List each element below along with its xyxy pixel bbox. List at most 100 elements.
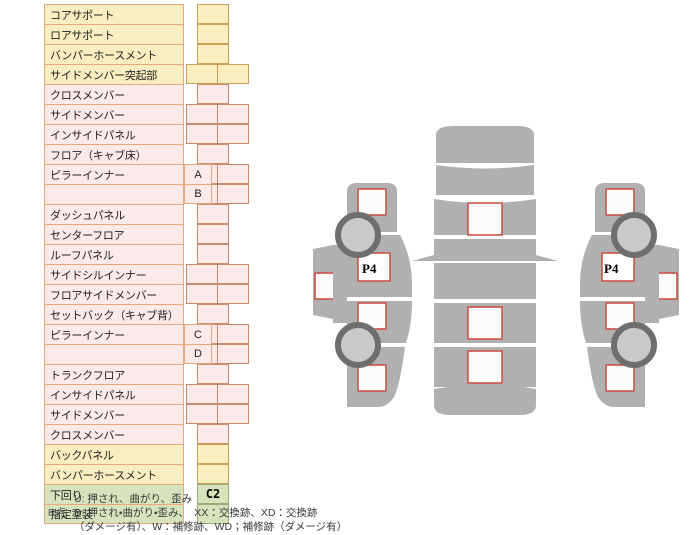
panel-cell[interactable]: [197, 224, 229, 244]
panel-cell-row: [186, 204, 256, 224]
inspect-box-rf-fender: [605, 188, 635, 216]
panel-row: バンパーホースメント: [44, 464, 184, 484]
panel-cell[interactable]: [217, 404, 249, 424]
inspect-box-rr-door: [605, 302, 635, 330]
legend-text-u: U: 押され、曲がり、歪み: [74, 493, 193, 505]
panel-cell-row: [186, 44, 256, 64]
panel-row: フロア（キャブ床）: [44, 144, 184, 164]
panel-row: コアサポート: [44, 4, 184, 24]
legend: - U: 押され、曲がり、歪み R点 D: 押され・曲がり・歪み、 XX：交換跡…: [22, 492, 347, 534]
panel-cell-row: [186, 24, 256, 44]
panel-cell[interactable]: [217, 344, 249, 364]
panel-row: バンパーホースメント: [44, 44, 184, 64]
panel-condition-table: コアサポート ロアサポート バンパーホースメント サイドメンバー突起部 クロスメンバーサ…: [44, 4, 184, 524]
panel-cell-row: C2: [186, 484, 256, 504]
panel-cell[interactable]: [197, 4, 229, 24]
panel-cell[interactable]: [186, 104, 218, 124]
panel-cell[interactable]: [197, 444, 229, 464]
panel-cell-row: [186, 264, 256, 284]
panel-cell[interactable]: [217, 384, 249, 404]
panel-cell-mark: C2: [205, 487, 221, 501]
panel-row-label: 指定塗装: [50, 509, 93, 521]
panel-row: サイドメンバー: [44, 404, 184, 424]
panel-cell[interactable]: [197, 84, 229, 104]
panel-row-label: フロアサイドメンバー: [50, 289, 157, 302]
panel-cell[interactable]: [217, 284, 249, 304]
panel-row: クロスメンバー: [44, 84, 184, 104]
panel-row: [44, 344, 184, 364]
panel-row-label: インサイドパネル: [50, 129, 136, 142]
panel-cell-row: [186, 4, 256, 24]
panel-cell[interactable]: [186, 284, 218, 304]
panel-cell-row: [186, 84, 256, 104]
inspect-box-trunk: [467, 350, 503, 384]
panel-cell-row: [186, 124, 256, 144]
legend-key-dash: -: [62, 493, 67, 505]
panel-cell[interactable]: [217, 64, 249, 84]
panel-row: フロアサイドメンバー: [44, 284, 184, 304]
panel-cell[interactable]: [217, 164, 249, 184]
panel-cell[interactable]: [186, 64, 218, 84]
panel-cell[interactable]: [197, 44, 229, 64]
panel-row-label: ピラーインナー: [50, 329, 125, 342]
panel-cell-row: [186, 384, 256, 404]
panel-cell[interactable]: [217, 124, 249, 144]
panel-cell[interactable]: [186, 124, 218, 144]
inspect-box-lf-fender: [357, 188, 387, 216]
panel-row: トランクフロア: [44, 364, 184, 384]
panel-cell[interactable]: [217, 104, 249, 124]
panel-cell[interactable]: [217, 264, 249, 284]
panel-row-label: インサイドパネル: [50, 389, 136, 402]
panel-row: サイドメンバー突起部: [44, 64, 184, 84]
panel-cell[interactable]: [197, 24, 229, 44]
left-p4-label: P4: [362, 261, 377, 276]
panel-cell[interactable]: [197, 464, 229, 484]
panel-cell-row: [186, 104, 256, 124]
panel-row: [44, 184, 184, 204]
panel-cell[interactable]: C2: [197, 484, 229, 504]
panel-cell[interactable]: [186, 264, 218, 284]
legend-line-2: R点 D: 押され・曲がり・歪み、 XX：交換跡、XD：交換跡: [22, 506, 347, 520]
panel-cell-row: [186, 284, 256, 304]
panel-row-label: サイドメンバー: [50, 409, 125, 422]
panel-row: インサイドパネル: [44, 384, 184, 404]
left-front-wheel: [335, 212, 381, 258]
panel-row: 指定塗装: [44, 504, 184, 524]
panel-row-label: バンパーホースメント: [50, 469, 157, 482]
right-mirror-arm: [645, 245, 659, 323]
panel-row: セットバック（キャブ背）: [44, 304, 184, 324]
panel-row-label: ダッシュパネル: [50, 209, 125, 222]
panel-cell[interactable]: [197, 144, 229, 164]
panel-row: ピラーインナー: [44, 164, 184, 184]
panel-cell[interactable]: [197, 304, 229, 324]
panel-row: 下回り: [44, 484, 184, 504]
panel-row-label: バックパネル: [50, 449, 114, 462]
panel-cell-row: [186, 364, 256, 384]
panel-cell[interactable]: [197, 204, 229, 224]
panel-row-label: セットバック（キャブ背）: [50, 309, 179, 322]
panel-cell-row: [186, 424, 256, 444]
panel-sub-label: A: [184, 164, 212, 184]
inspect-box-rr-quarter: [605, 364, 635, 392]
panel-row: ダッシュパネル: [44, 204, 184, 224]
right-side-body: [580, 183, 679, 407]
vehicle-panel-diagram: P4 P4: [300, 125, 692, 417]
panel-row-label: ルーフパネル: [50, 249, 114, 262]
panel-cell-row: [186, 404, 256, 424]
panel-cell[interactable]: [197, 504, 229, 524]
left-rear-wheel: [335, 322, 381, 368]
panel-cell[interactable]: [186, 384, 218, 404]
panel-sub-label: D: [184, 344, 212, 364]
panel-cell[interactable]: [197, 364, 229, 384]
panel-cell[interactable]: [186, 404, 218, 424]
panel-cell-row: [186, 64, 256, 84]
panel-row-label: トランクフロア: [50, 369, 125, 382]
panel-cell[interactable]: [197, 424, 229, 444]
inspect-box-rf-p4: [601, 252, 635, 282]
panel-cell[interactable]: [217, 184, 249, 204]
panel-row: センターフロア: [44, 224, 184, 244]
panel-cell-row: [186, 444, 256, 464]
panel-cell[interactable]: [217, 324, 249, 344]
panel-cell[interactable]: [197, 244, 229, 264]
legend-line-3: （ダメージ有）、W：補修跡、WD；補修跡（ダメージ有）: [74, 521, 348, 533]
